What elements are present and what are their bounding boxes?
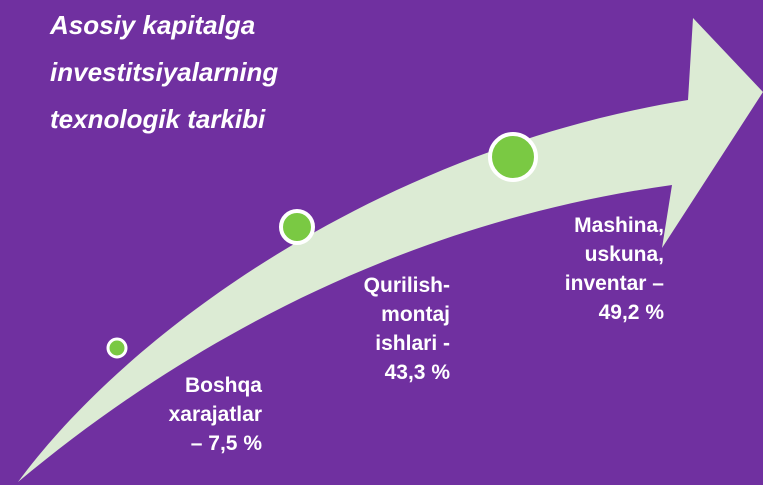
node-label: 49,2 % (599, 301, 665, 324)
arrow (18, 18, 763, 482)
node-dot (279, 209, 315, 245)
texts: Asosiy kapitalga investitsiyalarning texno… (49, 10, 664, 455)
node-dot (106, 337, 128, 359)
node-label: ishlari - (375, 332, 450, 355)
title-line: texnologik tarkibi (50, 104, 266, 134)
node-label: uskuna, (585, 243, 664, 266)
node-label: inventar – (565, 272, 665, 295)
node-label: – 7,5 % (191, 432, 263, 455)
node-label: montaj (381, 303, 450, 326)
node-label: Qurilish- (364, 274, 450, 297)
node-label: xarajatlar (169, 403, 262, 426)
node-label: Boshqa (185, 374, 262, 397)
title-line: investitsiyalarning (50, 57, 278, 87)
node-dot (488, 132, 538, 182)
node-label: Mashina, (574, 214, 664, 237)
node-label: 43,3 % (385, 361, 451, 384)
title-line: Asosiy kapitalga (49, 10, 255, 40)
